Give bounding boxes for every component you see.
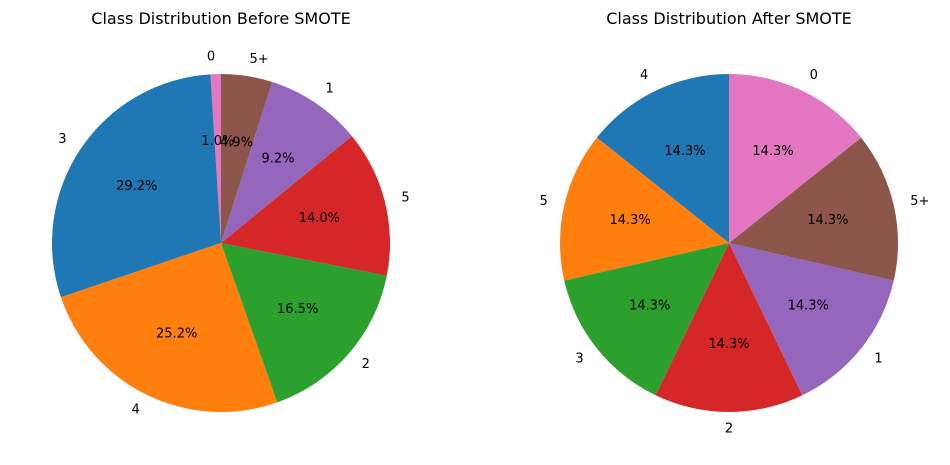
slice-after-smote-0 bbox=[729, 74, 862, 243]
slice-label-after-smote-1: 1 bbox=[874, 351, 882, 366]
pct-label-after-smote-0: 14.3% bbox=[752, 144, 793, 159]
slice-before-smote-5-plus bbox=[221, 74, 273, 243]
slice-label-before-smote-4: 4 bbox=[131, 403, 139, 418]
slice-after-smote-5-plus bbox=[729, 137, 898, 281]
slice-after-smote-3 bbox=[564, 243, 729, 396]
slice-label-after-smote-5: 5 bbox=[539, 194, 547, 209]
pie-chart-before-smote: Class Distribution Before SMOTE 1.0%29.2… bbox=[52, 9, 410, 418]
slice-label-after-smote-5-plus: 5+ bbox=[910, 194, 929, 209]
slice-after-smote-4 bbox=[596, 74, 729, 243]
slice-after-smote-2 bbox=[655, 243, 803, 412]
pct-label-after-smote-1: 14.3% bbox=[788, 299, 829, 314]
slice-label-after-smote-3: 3 bbox=[575, 351, 583, 366]
slice-label-after-smote-2: 2 bbox=[725, 421, 733, 436]
pct-label-after-smote-4: 14.3% bbox=[664, 144, 705, 159]
pct-label-after-smote-3: 14.3% bbox=[629, 299, 670, 314]
slice-before-smote-1 bbox=[221, 81, 352, 243]
pct-labels-after-smote: 14.3% 14.3% 14.3% 14.3% 14.3% 14.3% 14.3% bbox=[609, 144, 848, 352]
pct-label-after-smote-5: 14.3% bbox=[609, 213, 650, 228]
pct-label-before-smote-5: 14.0% bbox=[299, 211, 340, 226]
chart-title-after-smote: Class Distribution After SMOTE bbox=[606, 9, 852, 28]
pct-label-before-smote-3: 29.2% bbox=[116, 179, 157, 194]
pct-label-after-smote-5-plus: 14.3% bbox=[807, 213, 848, 228]
slice-label-after-smote-0: 0 bbox=[810, 68, 818, 83]
slice-before-smote-3 bbox=[52, 74, 221, 298]
chart-title-before-smote: Class Distribution Before SMOTE bbox=[91, 9, 350, 28]
slices-after-smote bbox=[560, 74, 898, 412]
slice-label-before-smote-1: 1 bbox=[325, 82, 333, 97]
pct-label-before-smote-1: 9.2% bbox=[261, 152, 294, 167]
slice-label-before-smote-0: 0 bbox=[207, 50, 215, 65]
pct-label-before-smote-2: 16.5% bbox=[277, 302, 318, 317]
slice-label-before-smote-5: 5 bbox=[401, 190, 409, 205]
pie-chart-after-smote: Class Distribution After SMOTE 14.3%14.3… bbox=[539, 9, 929, 436]
slice-before-smote-4 bbox=[60, 243, 278, 412]
pct-label-before-smote-5-plus: 4.9% bbox=[220, 135, 253, 150]
slice-after-smote-5 bbox=[560, 137, 729, 281]
slice-after-smote-1 bbox=[729, 243, 894, 396]
slices-before-smote bbox=[52, 74, 390, 412]
slice-before-smote-2 bbox=[221, 243, 387, 403]
pct-label-before-smote-4: 25.2% bbox=[156, 327, 197, 342]
slice-label-before-smote-2: 2 bbox=[362, 357, 370, 372]
slice-before-smote-0 bbox=[210, 74, 221, 243]
slice-labels-before-smote: 0 3 4 2 5 1 5+ bbox=[58, 50, 409, 418]
pct-label-before-smote-0: 1.0% bbox=[201, 134, 234, 149]
pct-label-after-smote-2: 14.3% bbox=[708, 337, 749, 352]
pct-labels-before-smote: 1.0% 29.2% 25.2% 16.5% 14.0% 9.2% 4.9% bbox=[116, 134, 340, 342]
slice-labels-after-smote: 4 5 3 2 1 5+ 0 bbox=[539, 68, 929, 436]
slice-label-after-smote-4: 4 bbox=[640, 68, 648, 83]
slice-before-smote-5 bbox=[221, 136, 390, 276]
slice-label-before-smote-3: 3 bbox=[58, 132, 66, 147]
slice-label-before-smote-5-plus: 5+ bbox=[250, 52, 269, 67]
